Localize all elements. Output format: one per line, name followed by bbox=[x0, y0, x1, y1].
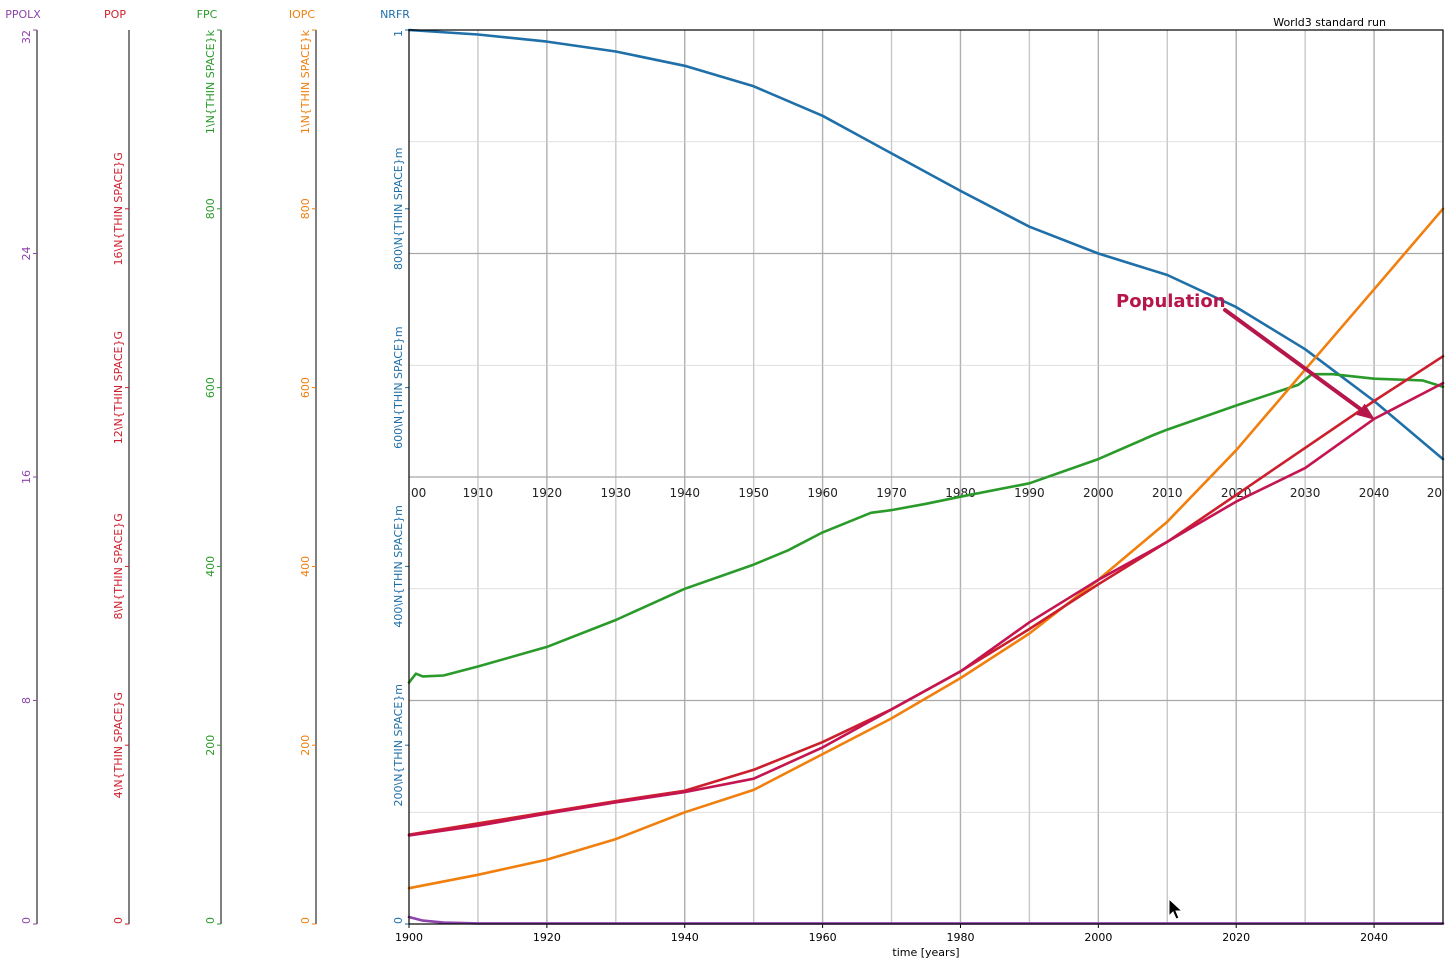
y-tick-label: 200\N{THIN SPACE}m bbox=[392, 684, 405, 806]
y-tick-label: 24 bbox=[20, 247, 33, 261]
chart-title: World3 standard run bbox=[1273, 16, 1386, 29]
series-line-fpc bbox=[407, 372, 1445, 684]
inner-x-tick-label: 1990 bbox=[1014, 486, 1045, 500]
inner-x-tick-label: 2010 bbox=[1152, 486, 1183, 500]
y-tick-label: 800 bbox=[299, 198, 312, 219]
y-axes: PPOLX 0 8 16 24 32 POP 0 4\N{THIN SPACE}G 8\N{THI… bbox=[5, 8, 410, 925]
annotation-arrowhead bbox=[1356, 403, 1376, 420]
y-tick-label: 0 bbox=[20, 917, 33, 924]
y-tick-label: 0 bbox=[112, 917, 125, 924]
inner-x-tick-label: 2040 bbox=[1359, 486, 1390, 500]
y-tick-label: 400 bbox=[299, 556, 312, 577]
y-tick-label: 1\N{THIN SPACE}k bbox=[204, 29, 217, 134]
x-tick-label: 2020 bbox=[1222, 931, 1250, 944]
inner-x-tick-label: 1930 bbox=[601, 486, 632, 500]
x-tick-label: 2000 bbox=[1084, 931, 1112, 944]
y-tick-label: 600 bbox=[299, 377, 312, 398]
y-axis-name: PPOLX bbox=[5, 8, 41, 21]
y-axis-name: NRFR bbox=[380, 8, 410, 21]
y-axis-name: IOPC bbox=[289, 8, 316, 21]
y-tick-label: 600 bbox=[204, 377, 217, 398]
y-axis-name: POP bbox=[104, 8, 126, 21]
plot-frame bbox=[408, 29, 1444, 925]
mouse-cursor-icon bbox=[1168, 898, 1184, 920]
x-axis: 1900 1920 1940 1960 1980 2000 2020 2040 bbox=[395, 924, 1388, 944]
x-axis-label: time [years] bbox=[892, 946, 959, 959]
x-tick-label: 1940 bbox=[671, 931, 699, 944]
y-tick-label: 4\N{THIN SPACE}G bbox=[112, 692, 125, 798]
inner-x-tick-label: 00 bbox=[411, 486, 426, 500]
inner-x-tick-label: 2000 bbox=[1083, 486, 1114, 500]
y-tick-label: 400 bbox=[204, 556, 217, 577]
y-tick-label: 16\N{THIN SPACE}G bbox=[112, 152, 125, 265]
x-tick-label: 2040 bbox=[1360, 931, 1388, 944]
y-tick-label: 600\N{THIN SPACE}m bbox=[392, 326, 405, 448]
x-tick-label: 1920 bbox=[533, 931, 561, 944]
inner-x-tick-label: 1960 bbox=[807, 486, 838, 500]
annotation-label: Population bbox=[1116, 291, 1226, 312]
y-tick-label: 12\N{THIN SPACE}G bbox=[112, 331, 125, 444]
inner-x-tick-label: 1950 bbox=[738, 486, 769, 500]
y-tick-label: 800\N{THIN SPACE}m bbox=[392, 148, 405, 270]
inner-x-tick-label: 2030 bbox=[1290, 486, 1321, 500]
series-line-ppolx bbox=[407, 915, 1445, 925]
y-tick-label: 1 bbox=[392, 30, 405, 37]
inner-x-tick-labels: 00 1910 1920 1930 1940 1950 1960 1970 1980 1990 20… bbox=[411, 486, 1442, 500]
y-axis-name: FPC bbox=[197, 8, 218, 21]
series-line-pop bbox=[407, 354, 1445, 836]
y-tick-label: 1\N{THIN SPACE}k bbox=[299, 29, 312, 134]
y-tick-label: 200 bbox=[299, 735, 312, 756]
grid-lines bbox=[409, 30, 1443, 924]
y-tick-label: 16 bbox=[20, 470, 33, 484]
y-tick-label: 8 bbox=[20, 697, 33, 704]
inner-x-tick-label: 20 bbox=[1427, 486, 1442, 500]
annotation-arrow bbox=[1223, 308, 1370, 416]
y-tick-label: 32 bbox=[20, 30, 33, 44]
x-tick-label: 1960 bbox=[809, 931, 837, 944]
x-tick-label: 1980 bbox=[946, 931, 974, 944]
population-annotation: Population bbox=[1116, 291, 1376, 420]
y-tick-label: 800 bbox=[204, 198, 217, 219]
y-tick-label: 400\N{THIN SPACE}m bbox=[392, 505, 405, 627]
y-tick-label: 8\N{THIN SPACE}G bbox=[112, 513, 125, 619]
inner-x-tick-label: 1920 bbox=[532, 486, 563, 500]
x-tick-label: 1900 bbox=[395, 931, 423, 944]
inner-x-tick-label: 1970 bbox=[876, 486, 907, 500]
y-tick-label: 0 bbox=[204, 917, 217, 924]
series-line-pop-historical bbox=[407, 381, 1445, 837]
series-line-iopc bbox=[407, 207, 1445, 890]
y-tick-label: 0 bbox=[392, 917, 405, 924]
inner-x-tick-label: 1940 bbox=[669, 486, 700, 500]
y-tick-label: 0 bbox=[299, 917, 312, 924]
inner-x-tick-label: 1910 bbox=[463, 486, 494, 500]
y-tick-label: 200 bbox=[204, 735, 217, 756]
series-line-nrfr bbox=[407, 28, 1445, 461]
